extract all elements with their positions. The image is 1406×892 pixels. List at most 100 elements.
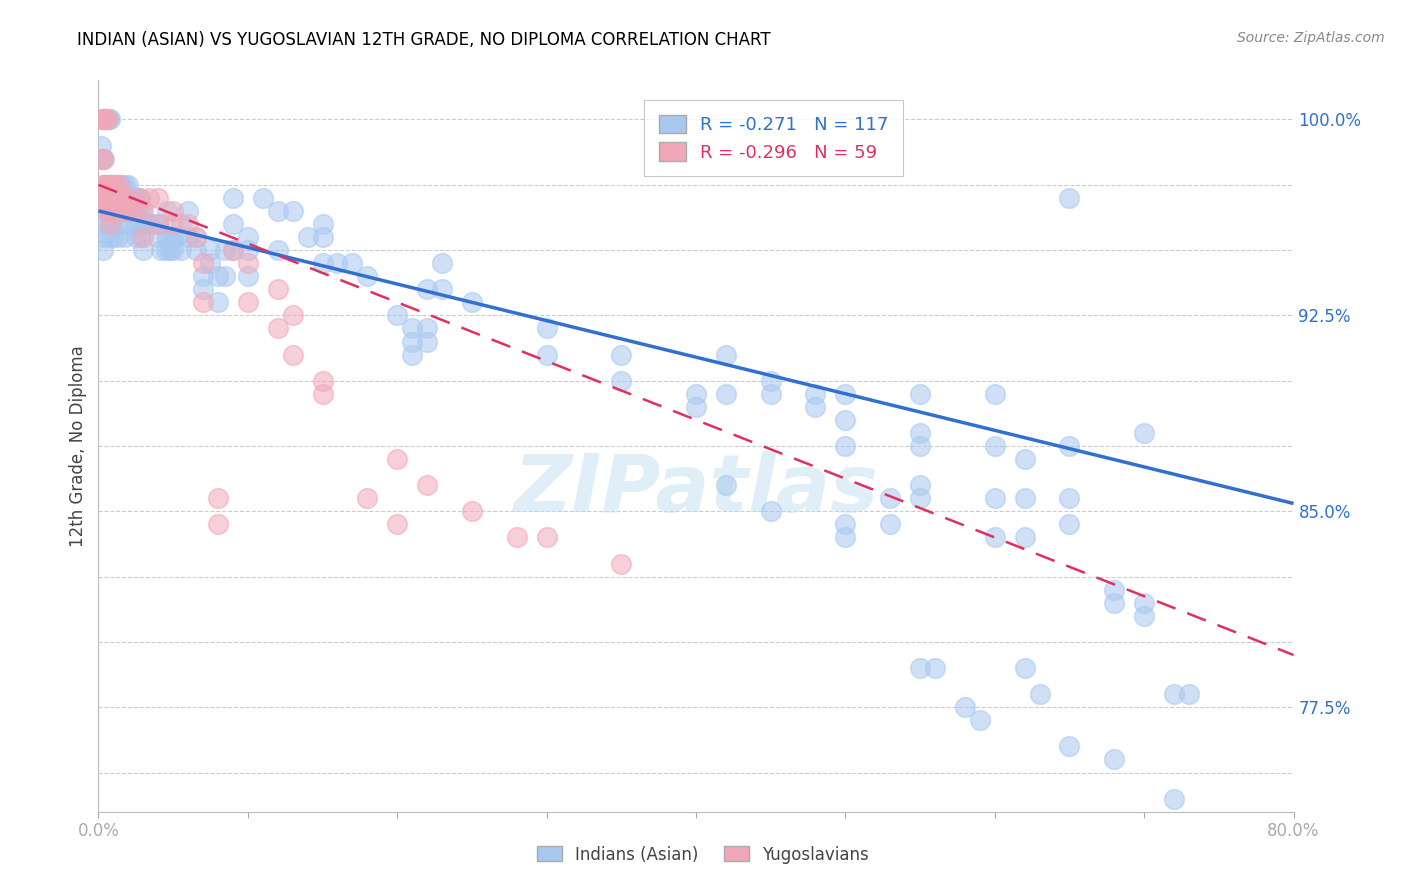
Point [834, 439, 856, 453]
Point [132, 243, 155, 257]
Point [108, 178, 131, 192]
Point [311, 217, 333, 231]
Point [385, 309, 409, 323]
Point [120, 191, 142, 205]
Point [267, 243, 290, 257]
Point [98, 112, 122, 127]
Point [112, 203, 135, 218]
Point [759, 504, 782, 518]
Point [222, 243, 245, 257]
Point [267, 203, 290, 218]
Point [91, 112, 114, 127]
Point [101, 191, 124, 205]
Point [984, 386, 1007, 401]
Point [356, 269, 378, 284]
Point [91, 191, 114, 205]
Point [104, 203, 127, 218]
Point [1133, 596, 1156, 610]
Point [125, 230, 148, 244]
Point [91, 243, 114, 257]
Point [1104, 582, 1126, 597]
Point [101, 191, 124, 205]
Point [326, 256, 349, 270]
Point [132, 230, 155, 244]
Point [132, 217, 155, 231]
Point [1059, 491, 1081, 506]
Point [1028, 687, 1050, 701]
Point [111, 178, 134, 192]
Point [191, 269, 214, 284]
Point [124, 191, 146, 205]
Point [138, 191, 160, 205]
Point [908, 425, 931, 440]
Point [177, 217, 200, 231]
Point [97, 112, 120, 127]
Point [311, 256, 333, 270]
Point [94, 178, 117, 192]
Point [111, 203, 134, 218]
Point [1104, 596, 1126, 610]
Point [169, 243, 191, 257]
Point [356, 491, 378, 506]
Point [128, 203, 150, 218]
Point [148, 191, 170, 205]
Point [94, 112, 117, 127]
Point [191, 282, 214, 296]
Point [1059, 739, 1081, 754]
Legend: R = -0.271   N = 117, R = -0.296   N = 59: R = -0.271 N = 117, R = -0.296 N = 59 [644, 100, 903, 176]
Point [96, 112, 118, 127]
Point [222, 217, 245, 231]
Point [101, 217, 124, 231]
Point [104, 178, 127, 192]
Point [135, 217, 157, 231]
Point [104, 191, 127, 205]
Point [714, 386, 737, 401]
Point [112, 191, 135, 205]
Point [236, 243, 259, 257]
Point [610, 374, 633, 388]
Point [96, 178, 118, 192]
Point [401, 321, 423, 335]
Point [311, 386, 333, 401]
Point [103, 191, 125, 205]
Point [93, 112, 115, 127]
Text: INDIAN (ASIAN) VS YUGOSLAVIAN 12TH GRADE, NO DIPLOMA CORRELATION CHART: INDIAN (ASIAN) VS YUGOSLAVIAN 12TH GRADE… [77, 31, 770, 49]
Point [200, 256, 222, 270]
Point [117, 191, 139, 205]
Point [111, 191, 134, 205]
Point [908, 439, 931, 453]
Point [114, 178, 136, 192]
Point [311, 230, 333, 244]
Point [908, 491, 931, 506]
Point [108, 191, 131, 205]
Point [94, 217, 117, 231]
Point [804, 386, 827, 401]
Point [162, 203, 184, 218]
Point [207, 491, 229, 506]
Point [108, 217, 131, 231]
Point [97, 191, 120, 205]
Point [610, 348, 633, 362]
Point [908, 661, 931, 675]
Point [108, 178, 131, 192]
Point [536, 348, 558, 362]
Point [162, 217, 184, 231]
Point [281, 203, 304, 218]
Point [97, 230, 120, 244]
Point [98, 217, 122, 231]
Point [1133, 608, 1156, 623]
Point [96, 203, 118, 218]
Point [1059, 517, 1081, 532]
Point [97, 178, 120, 192]
Point [97, 191, 120, 205]
Point [127, 191, 149, 205]
Point [1014, 491, 1036, 506]
Point [610, 557, 633, 571]
Point [162, 243, 184, 257]
Point [98, 203, 122, 218]
Point [1014, 531, 1036, 545]
Point [1059, 439, 1081, 453]
Point [98, 203, 122, 218]
Point [834, 386, 856, 401]
Point [908, 478, 931, 492]
